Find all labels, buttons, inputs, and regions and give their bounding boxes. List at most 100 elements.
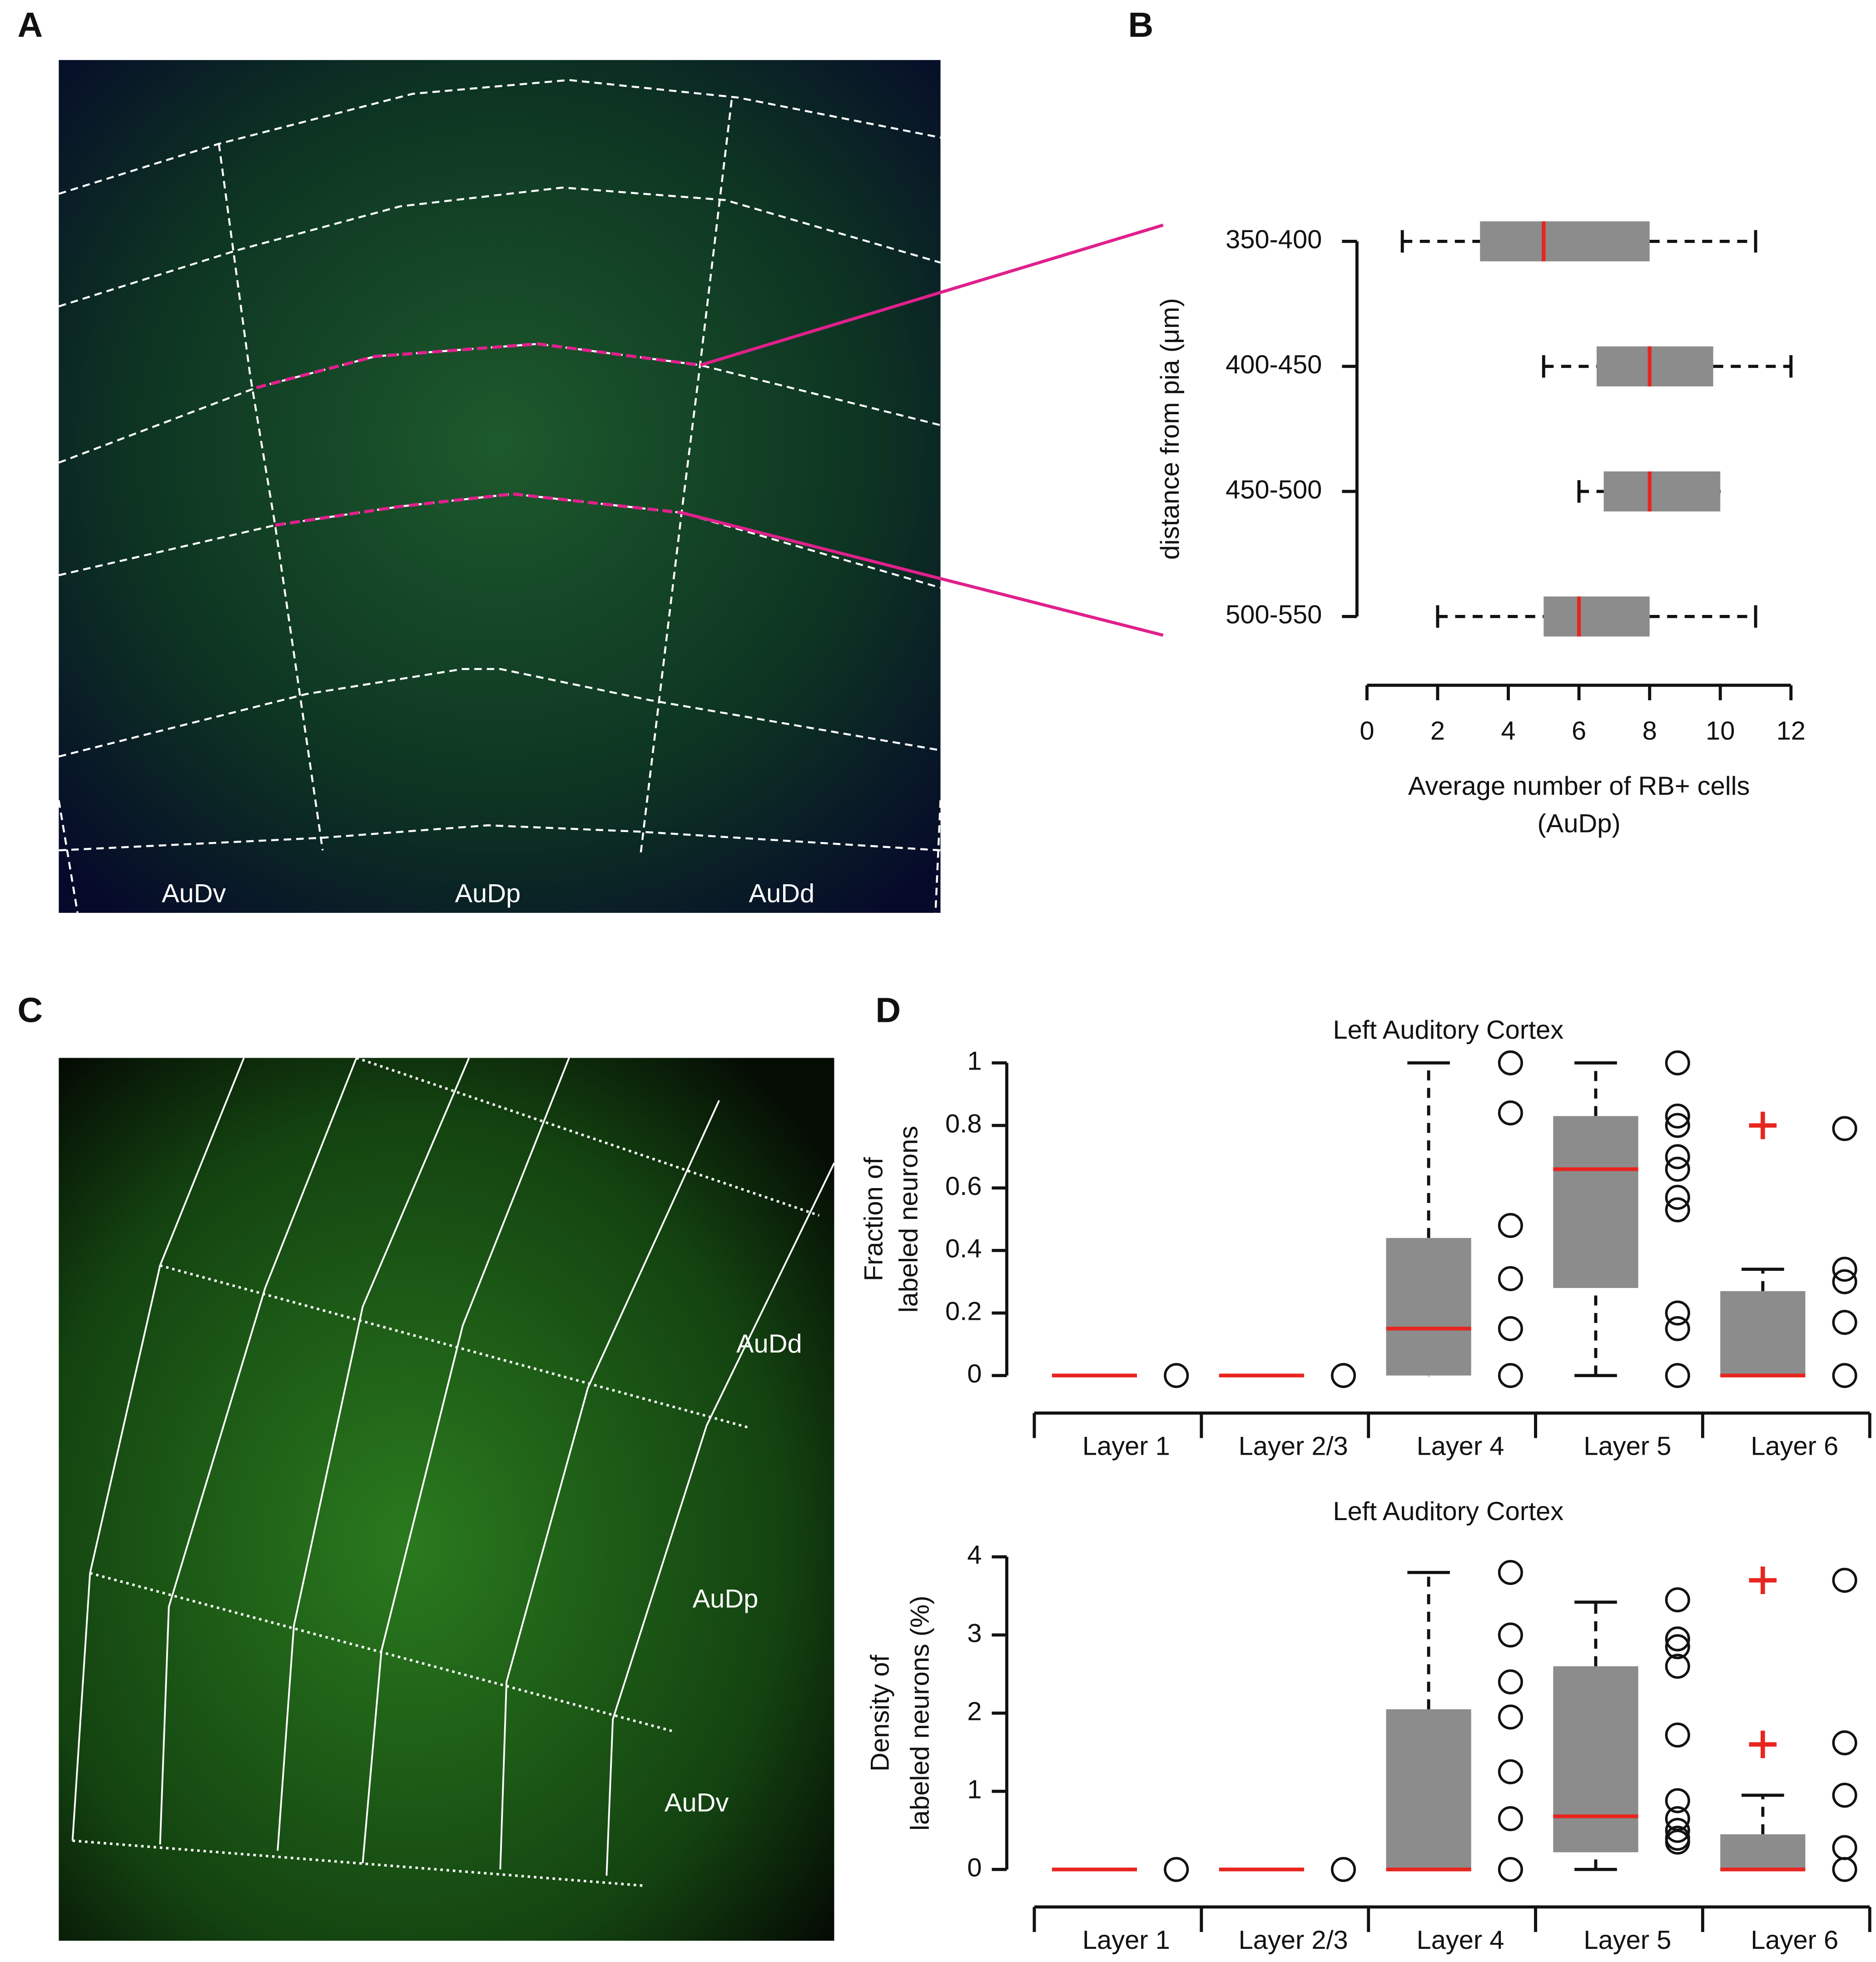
data-point bbox=[1832, 1730, 1857, 1756]
outlier bbox=[1749, 1730, 1777, 1759]
y-tick-label: 450-500 bbox=[1226, 475, 1322, 504]
x-tick-label: Layer 1 bbox=[1082, 1432, 1170, 1461]
y-tick-label: 1 bbox=[967, 1775, 982, 1804]
y-axis-label: labeled neurons (%) bbox=[905, 1595, 934, 1830]
x-tick-label: 12 bbox=[1777, 717, 1806, 746]
x-tick-label: Layer 2/3 bbox=[1239, 1432, 1348, 1461]
micrograph-c: AuDd AuDp AuDv bbox=[59, 1056, 835, 1941]
data-point bbox=[1665, 1113, 1690, 1138]
x-tick-label: 0 bbox=[1360, 717, 1374, 746]
x-tick-label: 2 bbox=[1430, 717, 1445, 746]
box bbox=[1386, 1238, 1471, 1376]
data-point bbox=[1164, 1363, 1189, 1388]
region-label: AuDv bbox=[162, 879, 226, 908]
data-point bbox=[1832, 1310, 1857, 1335]
x-tick-label: Layer 4 bbox=[1417, 1432, 1504, 1461]
y-tick-label: 3 bbox=[967, 1619, 982, 1648]
data-point bbox=[1832, 1857, 1857, 1882]
data-point bbox=[1832, 1363, 1857, 1388]
region-label: AuDp bbox=[693, 1585, 759, 1614]
data-point bbox=[1665, 1363, 1690, 1388]
data-point bbox=[1498, 1669, 1523, 1694]
y-tick-label: 2 bbox=[967, 1697, 982, 1726]
data-point bbox=[1665, 1300, 1690, 1326]
data-point bbox=[1665, 1626, 1690, 1652]
data-point bbox=[1498, 1266, 1523, 1291]
data-point bbox=[1498, 1704, 1523, 1730]
data-point bbox=[1665, 1829, 1690, 1855]
x-tick-label: Layer 6 bbox=[1751, 1432, 1838, 1461]
box bbox=[1603, 471, 1721, 512]
chart-title: Left Auditory Cortex bbox=[1333, 1016, 1563, 1045]
y-axis-label: Fraction of bbox=[859, 1157, 888, 1281]
box bbox=[1720, 1291, 1806, 1376]
data-point bbox=[1665, 1587, 1690, 1613]
data-point bbox=[1498, 1100, 1523, 1126]
data-point bbox=[1832, 1116, 1857, 1141]
data-point bbox=[1665, 1103, 1690, 1129]
y-tick-label: 1 bbox=[967, 1047, 982, 1076]
x-tick-label: Layer 5 bbox=[1583, 1432, 1671, 1461]
region-label: AuDp bbox=[455, 879, 521, 908]
box bbox=[1596, 346, 1713, 386]
box bbox=[1553, 1666, 1638, 1853]
y-axis-label: Density of bbox=[865, 1655, 894, 1772]
y-axis-label: distance from pia (μm) bbox=[1156, 298, 1185, 560]
data-point bbox=[1665, 1722, 1690, 1748]
data-point bbox=[1498, 1806, 1523, 1831]
data-point bbox=[1665, 1634, 1690, 1660]
panel-label: C bbox=[18, 991, 43, 1030]
y-tick-label: 0 bbox=[967, 1359, 982, 1388]
data-point bbox=[1498, 1622, 1523, 1648]
data-point bbox=[1832, 1269, 1857, 1294]
chart-title: Left Auditory Cortex bbox=[1333, 1497, 1563, 1526]
x-tick-label: 4 bbox=[1501, 717, 1515, 746]
outlier bbox=[1749, 1111, 1777, 1140]
panel-label: B bbox=[1128, 5, 1154, 45]
region-label: AuDd bbox=[749, 879, 815, 908]
x-axis-label: Average number of RB+ cells bbox=[1408, 772, 1750, 801]
x-tick-label: Layer 2/3 bbox=[1239, 1926, 1348, 1955]
data-point bbox=[1832, 1835, 1857, 1860]
y-tick-label: 500-550 bbox=[1226, 600, 1322, 629]
y-tick-label: 0.4 bbox=[945, 1234, 982, 1263]
data-point bbox=[1832, 1568, 1857, 1593]
data-point bbox=[1832, 1257, 1857, 1282]
data-point bbox=[1330, 1857, 1356, 1882]
y-axis-label: labeled neurons bbox=[894, 1126, 923, 1313]
x-tick-label: Layer 1 bbox=[1082, 1926, 1170, 1955]
data-point bbox=[1665, 1818, 1690, 1843]
data-point bbox=[1498, 1759, 1523, 1784]
data-point bbox=[1498, 1560, 1523, 1585]
y-tick-label: 350-400 bbox=[1226, 225, 1322, 254]
x-axis-label: (AuDp) bbox=[1538, 809, 1621, 838]
data-point bbox=[1665, 1184, 1690, 1210]
panel-label: A bbox=[18, 5, 43, 45]
data-point bbox=[1498, 1857, 1523, 1882]
y-tick-label: 0.2 bbox=[945, 1297, 982, 1326]
box bbox=[1720, 1834, 1806, 1870]
y-tick-label: 400-450 bbox=[1226, 350, 1322, 379]
data-point bbox=[1665, 1156, 1690, 1182]
data-point bbox=[1665, 1144, 1690, 1169]
box bbox=[1480, 221, 1650, 262]
panel-label: D bbox=[875, 991, 901, 1030]
region-label: AuDd bbox=[736, 1329, 802, 1358]
y-tick-label: 4 bbox=[967, 1541, 982, 1570]
x-tick-label: Layer 4 bbox=[1417, 1926, 1504, 1955]
y-tick-label: 0 bbox=[967, 1853, 982, 1883]
y-tick-label: 0.6 bbox=[945, 1172, 982, 1201]
box bbox=[1386, 1709, 1471, 1870]
data-point bbox=[1330, 1363, 1356, 1388]
x-tick-label: 10 bbox=[1706, 717, 1735, 746]
data-point bbox=[1665, 1197, 1690, 1223]
data-point bbox=[1665, 1788, 1690, 1813]
x-tick-label: Layer 5 bbox=[1583, 1926, 1671, 1955]
zoom-lines bbox=[681, 223, 1164, 637]
data-point bbox=[1665, 1316, 1690, 1341]
data-point bbox=[1498, 1213, 1523, 1238]
data-point bbox=[1498, 1316, 1523, 1341]
data-point bbox=[1665, 1654, 1690, 1679]
x-tick-label: Layer 6 bbox=[1751, 1926, 1838, 1955]
